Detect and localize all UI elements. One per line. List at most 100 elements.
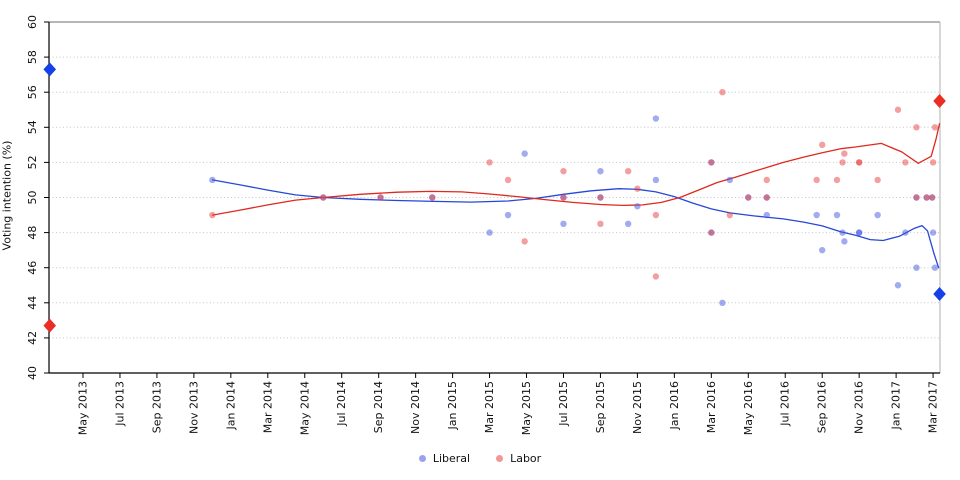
poll-point-liberal	[763, 211, 770, 219]
poll-point-liberal	[719, 299, 726, 306]
x-tick-label: Nov 2015	[631, 381, 644, 434]
y-tick-label: 50	[26, 191, 39, 205]
y-tick-label: 42	[26, 331, 39, 345]
poll-point-labor	[913, 194, 920, 201]
x-tick-label: Jan 2017	[890, 381, 903, 430]
poll-point-labor	[719, 89, 726, 96]
poll-point-labor	[726, 211, 733, 219]
x-tick-label: Jan 2016	[668, 381, 681, 430]
legend-label-liberal: Liberal	[432, 452, 471, 465]
poll-point-liberal	[874, 211, 881, 219]
x-tick-label: May 2016	[742, 381, 755, 435]
poll-point-labor	[504, 176, 512, 184]
election-marker-liberal	[43, 62, 57, 77]
election-marker-labor	[933, 93, 946, 108]
poll-point-labor	[708, 159, 715, 166]
y-tick-label: 46	[26, 261, 39, 275]
poll-point-liberal	[634, 203, 641, 210]
poll-point-labor	[708, 229, 715, 236]
poll-point-liberal	[819, 246, 826, 254]
poll-point-labor	[652, 211, 660, 219]
x-tick-label: Sep 2014	[372, 381, 385, 433]
poll-point-labor	[521, 238, 528, 245]
y-tick-label: 58	[26, 50, 39, 64]
election-marker-liberal	[933, 287, 946, 302]
x-tick-label: Mar 2015	[483, 381, 496, 433]
legend-item-liberal: Liberal	[418, 452, 471, 465]
poll-point-labor	[560, 167, 567, 175]
labor-marker-icon	[496, 455, 504, 462]
election-marker-labor	[43, 318, 57, 333]
x-tick-label: Jul 2013	[113, 381, 126, 427]
legend-label-labor: Labor	[510, 452, 542, 465]
x-tick-label: Sep 2013	[150, 381, 163, 433]
poll-point-liberal	[521, 150, 528, 157]
x-tick-label: Mar 2017	[927, 381, 940, 433]
legend-item-labor: Labor	[496, 452, 541, 465]
poll-point-labor	[894, 106, 902, 113]
poll-point-labor	[833, 176, 841, 184]
labor-trend-line	[211, 123, 941, 216]
poll-point-labor	[841, 150, 848, 157]
poll-point-liberal	[486, 229, 493, 236]
x-tick-label: May 2015	[520, 381, 533, 435]
x-tick-label: Jan 2015	[446, 381, 459, 430]
y-tick-label: 56	[26, 85, 39, 99]
poll-point-labor	[560, 194, 567, 201]
poll-point-labor	[745, 194, 752, 201]
poll-point-labor	[486, 159, 493, 166]
poll-point-labor	[839, 159, 846, 166]
x-tick-label: Jul 2016	[779, 381, 792, 427]
y-tick-label: 60	[26, 15, 39, 29]
poll-point-liberal	[902, 229, 909, 236]
poll-point-liberal	[504, 211, 512, 219]
poll-point-labor	[855, 159, 863, 166]
x-tick-label: Mar 2016	[705, 381, 718, 433]
poll-point-liberal	[833, 211, 841, 219]
poll-point-labor	[597, 220, 604, 228]
x-tick-label: Jul 2015	[557, 381, 570, 427]
y-tick-label: 40	[26, 366, 39, 380]
y-tick-label: 48	[26, 226, 39, 240]
x-tick-label: Nov 2016	[853, 381, 866, 434]
x-tick-label: Nov 2014	[409, 381, 422, 434]
poll-point-labor	[429, 194, 436, 201]
plot-area: 40 42 44 46 48 50 52 54 56 58 60 May 2013 Jul 2013 Se…	[26, 15, 946, 435]
poll-point-liberal	[209, 176, 216, 184]
poll-point-liberal	[813, 211, 820, 219]
poll-point-labor	[652, 273, 660, 280]
poll-point-labor	[624, 167, 632, 175]
x-tick-label: Nov 2013	[187, 381, 200, 434]
poll-point-labor	[929, 159, 937, 166]
poll-point-liberal	[894, 282, 902, 289]
poll-point-labor	[928, 194, 936, 201]
poll-point-liberal	[841, 238, 848, 245]
poll-point-labor	[931, 124, 939, 131]
poll-point-labor	[209, 211, 216, 219]
liberal-trend-line	[211, 179, 940, 269]
x-tick-label: Sep 2015	[594, 381, 607, 433]
poll-point-labor	[763, 176, 770, 184]
poll-point-liberal	[931, 264, 939, 271]
poll-point-liberal	[597, 167, 604, 175]
poll-point-labor	[874, 176, 881, 184]
poll-point-labor	[813, 176, 820, 184]
poll-point-liberal	[929, 229, 937, 236]
poll-point-labor	[320, 194, 327, 201]
x-tick-label: Jan 2014	[224, 381, 237, 430]
poll-point-liberal	[624, 220, 632, 228]
poll-point-liberal	[839, 229, 846, 236]
poll-point-labor	[819, 141, 826, 149]
poll-point-liberal	[913, 264, 920, 271]
poll-point-liberal	[560, 220, 567, 228]
poll-point-liberal	[726, 176, 733, 184]
y-axis-title: Voting intention (%)	[0, 140, 14, 251]
poll-point-liberal	[855, 229, 863, 236]
poll-point-labor	[902, 159, 909, 166]
poll-point-labor	[913, 124, 920, 131]
x-tick-label: Jul 2014	[335, 381, 348, 427]
poll-point-labor	[377, 194, 384, 201]
poll-point-liberal	[652, 115, 660, 122]
legend: Liberal Labor	[0, 452, 960, 465]
